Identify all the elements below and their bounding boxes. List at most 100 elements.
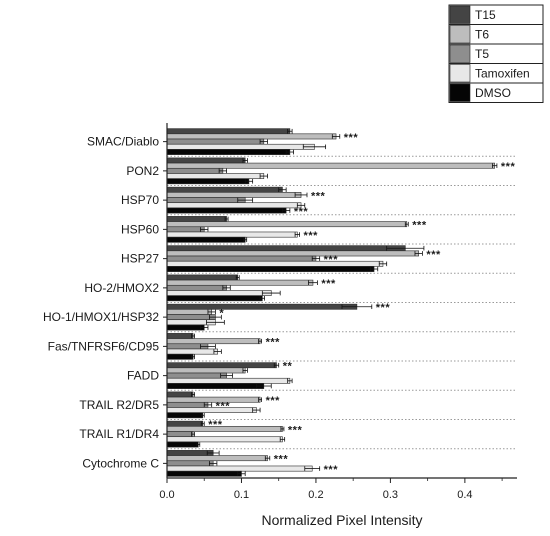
error-bar-ho-1-hmox1-hsp32-t6: [207, 309, 216, 315]
bar-fadd-tamoxifen: [166, 377, 291, 384]
significance-label: ***: [266, 395, 281, 407]
y-tick-label: HO-2/HMOX2: [84, 281, 159, 295]
error-bar-smac-diablo-tamoxifen: [302, 144, 327, 150]
error-bar-cytochrome-c-t5: [209, 461, 218, 466]
error-bar-fas-tnfrsf6-cd95-t5: [200, 344, 216, 349]
bar-trail-r2-dr5-tamoxifen: [166, 407, 257, 413]
significance-annotations: ****************************************…: [208, 132, 515, 476]
error-bar-hsp27-dmso: [369, 266, 379, 272]
bar-hsp60-t15: [166, 216, 227, 222]
legend-swatch: [449, 64, 471, 83]
bar-hsp70-tamoxifen: [166, 202, 302, 209]
x-tick-label: 0.4: [457, 489, 472, 501]
error-bar-fadd-t15: [273, 362, 280, 368]
bar-hsp27-t15: [166, 245, 406, 252]
error-bar-hsp70-tamoxifen: [296, 203, 306, 208]
bar-trail-r1-dr4-t15: [166, 420, 204, 427]
bar-trail-r1-dr4-tamoxifen: [166, 436, 283, 443]
legend-label: T15: [475, 8, 496, 22]
significance-label: ***: [208, 419, 223, 431]
error-bar-trail-r1-dr4-tamoxifen: [279, 437, 286, 442]
bar-fadd-t15: [166, 362, 277, 369]
y-tick-label: Cytochrome C: [82, 456, 159, 470]
significance-label: ***: [274, 454, 289, 466]
error-bar-hsp60-t5: [200, 227, 209, 232]
bar-pon2-t5: [166, 167, 224, 174]
error-bar-pon2-t15: [242, 158, 248, 163]
y-tick-label: SMAC/Diablo: [87, 135, 159, 149]
significance-label: **: [283, 361, 293, 373]
bar-ho-2-hmox2-tamoxifen: [166, 290, 272, 296]
legend-item-t5: T5: [449, 43, 543, 63]
bar-cytochrome-c-dmso: [166, 470, 242, 477]
bar-hsp60-t6: [166, 221, 408, 228]
bar-cytochrome-c-t15: [166, 450, 214, 456]
error-bars: [191, 128, 498, 477]
bar-trail-r1-dr4-t5: [166, 431, 194, 438]
error-bar-ho-2-hmox2-dmso: [259, 295, 265, 301]
y-tick-label: PON2: [126, 164, 159, 178]
bar-hsp27-tamoxifen: [166, 260, 384, 267]
bar-ho-2-hmox2-t5: [166, 284, 227, 291]
significance-label: ***: [304, 230, 319, 242]
bar-hsp27-t5: [166, 255, 317, 262]
error-bar-smac-diablo-dmso: [285, 149, 294, 155]
bar-pon2-t6: [166, 162, 495, 169]
bar-fas-tnfrsf6-cd95-tamoxifen: [166, 348, 218, 355]
error-bar-hsp70-t6: [294, 192, 308, 198]
error-bar-ho-2-hmox2-t6: [308, 280, 318, 285]
y-tick-label: Fas/TNFRSF6/CD95: [48, 339, 160, 353]
bar-ho-2-hmox2-dmso: [166, 295, 263, 302]
bar-trail-r1-dr4-t6: [166, 426, 283, 432]
legend-label: T6: [475, 28, 489, 42]
y-tick-label: FADD: [127, 369, 159, 383]
error-bar-pon2-tamoxifen: [259, 173, 268, 179]
x-axis: 0.0 0.1 0.2 0.3 0.4: [159, 477, 517, 501]
x-tick-label: 0.2: [308, 489, 323, 501]
error-bar-hsp27-t6: [414, 251, 423, 256]
error-bar-hsp27-tamoxifen: [378, 261, 388, 267]
y-tick-label: HSP70: [121, 193, 159, 207]
y-tick-label: TRAIL R2/DR5: [79, 398, 159, 412]
bar-cytochrome-c-t6: [166, 455, 268, 462]
legend-label: DMSO: [475, 86, 511, 100]
error-bar-hsp60-t6: [404, 221, 409, 227]
bar-ho-1-hmox1-hsp32-t5: [166, 314, 216, 321]
bar-hsp70-dmso: [166, 207, 287, 214]
bar-smac-diablo-t6: [166, 133, 337, 140]
y-axis: SMAC/Diablo PON2 HSP70 HSP60 HSP27 HO-2/HMOX2…: [43, 123, 168, 478]
x-tick-label: 0.3: [383, 489, 398, 501]
bar-hsp70-t6: [166, 192, 302, 198]
bar-ho-2-hmox2-t6: [166, 279, 314, 286]
bar-smac-diablo-t15: [166, 128, 291, 135]
legend-swatch: [449, 44, 471, 63]
error-bar-trail-r1-dr4-t5: [191, 431, 195, 437]
significance-label: *: [219, 307, 224, 319]
bar-hsp27-t6: [166, 250, 420, 257]
error-bar-fas-tnfrsf6-cd95-dmso: [191, 354, 195, 360]
error-bar-ho-1-hmox1-hsp32-dmso: [200, 325, 209, 330]
error-bar-ho-1-hmox1-hsp32-t5: [209, 314, 222, 320]
bar-fas-tnfrsf6-cd95-dmso: [166, 353, 194, 360]
legend-item-t6: T6: [449, 24, 543, 44]
bar-hsp60-dmso: [166, 236, 246, 243]
legend-item-t15: T15: [449, 5, 496, 24]
error-bar-fas-tnfrsf6-cd95-t6: [258, 338, 262, 344]
significance-label: ***: [344, 132, 359, 144]
bar-ho-1-hmox1-hsp32-t6: [166, 309, 212, 315]
bar-ho-1-hmox1-hsp32-dmso: [166, 324, 205, 331]
significance-label: ***: [311, 190, 326, 202]
x-tick-label: 0.1: [234, 489, 249, 501]
bar-hsp60-tamoxifen: [166, 231, 298, 238]
bar-pon2-dmso: [166, 178, 250, 185]
significance-label: ***: [216, 400, 231, 412]
error-bar-smac-diablo-t5: [259, 139, 268, 144]
error-bar-cytochrome-c-t15: [206, 450, 220, 456]
error-bar-fas-tnfrsf6-cd95-tamoxifen: [213, 349, 222, 354]
error-bar-fadd-t6: [242, 368, 248, 373]
error-bar-fadd-t5: [220, 373, 233, 378]
bar-hsp27-dmso: [166, 266, 375, 272]
error-bar-ho-1-hmox1-hsp32-t15: [341, 304, 373, 310]
bar-hsp60-t5: [166, 226, 205, 233]
